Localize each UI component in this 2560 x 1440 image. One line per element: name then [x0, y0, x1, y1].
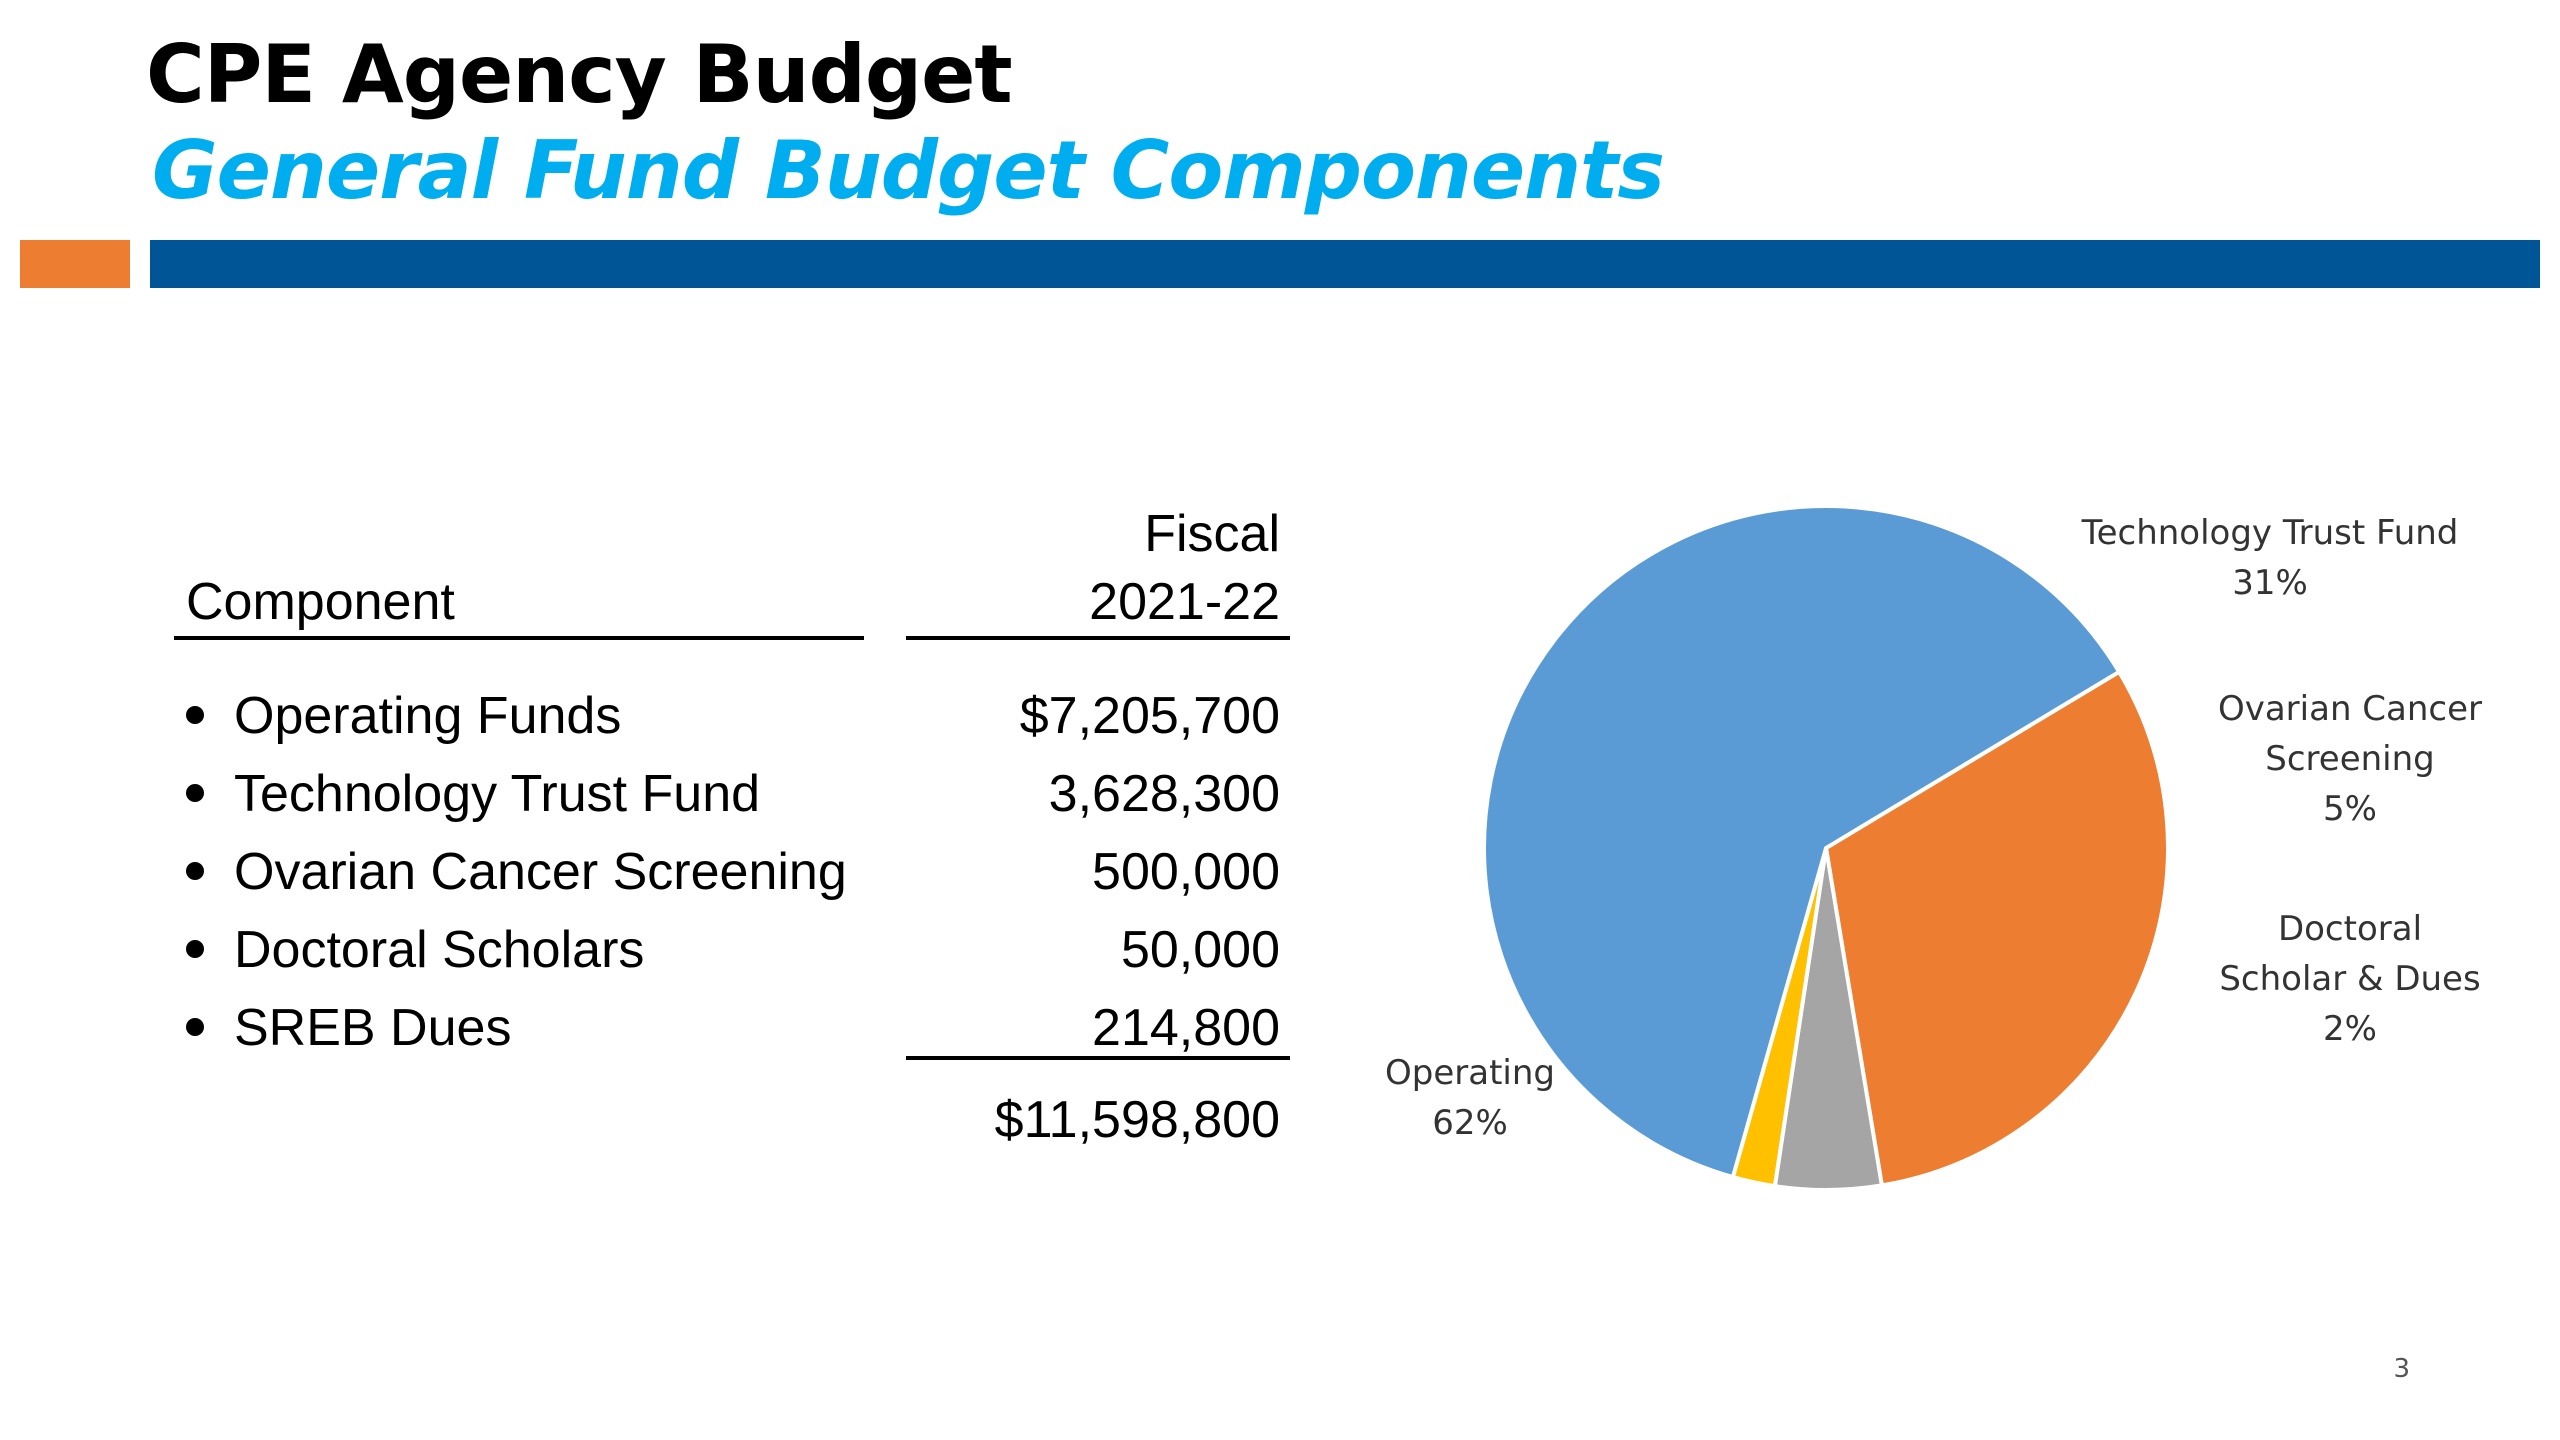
bullet-icon [186, 940, 204, 959]
table-row-value: 500,000 [1092, 843, 1280, 901]
component-header: Component [186, 573, 455, 631]
slice-label-operating: Operating 62% [1385, 1053, 1555, 1143]
accent-bar [20, 240, 130, 288]
table-row-value: $7,205,700 [1019, 687, 1280, 745]
table-row-label: SREB Dues [186, 998, 511, 1058]
bullet-icon [186, 862, 204, 881]
page-number: 3 [2393, 1354, 2410, 1384]
table-row-label: Doctoral Scholars [186, 920, 644, 980]
bullet-icon [186, 706, 204, 725]
table-total-value: $11,598,800 [994, 1091, 1280, 1149]
component-header-rule [174, 636, 864, 640]
slide-title: CPE Agency Budget [146, 28, 1013, 121]
table-row-label: Technology Trust Fund [186, 764, 760, 824]
fiscal-header-rule [906, 636, 1290, 640]
slice-label-technology: Technology Trust Fund 31% [2081, 513, 2459, 603]
fiscal-header-line1: Fiscal [1144, 505, 1280, 563]
slide-subtitle: General Fund Budget Components [152, 124, 1665, 217]
fiscal-header-line2: 2021-22 [1089, 573, 1280, 631]
table-row-label: Ovarian Cancer Screening [186, 842, 847, 902]
table-row-label: Operating Funds [186, 686, 621, 746]
pie-slice-operating [1482, 504, 2122, 1180]
slice-label-doctoral: Doctoral Scholar & Dues 2% [2219, 909, 2481, 1049]
table-row-value: 50,000 [1120, 921, 1280, 979]
header-rule-bar [150, 240, 2540, 288]
total-rule [906, 1056, 1290, 1060]
slice-label-ovarian: Ovarian Cancer Screening 5% [2217, 689, 2483, 829]
bullet-icon [186, 784, 204, 803]
pie-slice-technology-trust-fund [1823, 669, 2170, 1188]
table-row-value: 214,800 [1092, 999, 1280, 1057]
bullet-icon [186, 1018, 204, 1037]
table-row-value: 3,628,300 [1048, 765, 1280, 823]
